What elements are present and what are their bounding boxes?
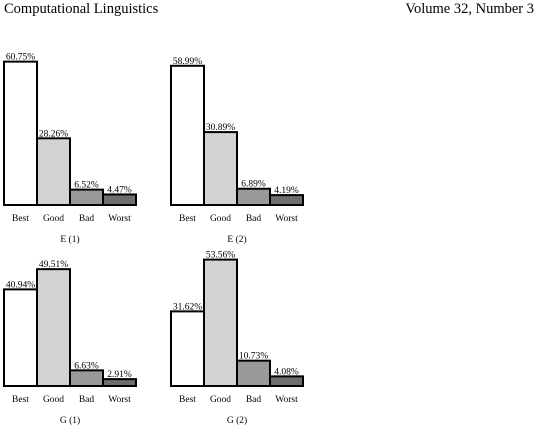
bar-best [170,64,205,206]
chart-title: E (2) [227,234,246,245]
data-label: 6.89% [241,180,266,190]
tick-label: Bad [79,395,95,405]
data-label: 40.94% [6,280,35,290]
data-label: 28.26% [39,129,68,139]
data-label: 6.52% [74,181,99,191]
bar-bad [69,188,104,206]
journal-title: Computational Linguistics [4,1,159,17]
data-label: 60.75% [6,53,35,63]
data-label: 49.51% [39,260,68,270]
bar-good [36,268,71,387]
bar-bad [236,359,271,387]
data-label: 4.08% [274,367,299,377]
tick-label: Worst [108,214,131,224]
data-label: 58.99% [173,57,202,67]
tick-label: Bad [79,214,95,224]
bar-bad [236,187,271,206]
data-label: 4.19% [274,186,299,196]
bar-best [3,288,38,387]
tick-label: Good [43,214,64,224]
tick-label: Best [179,214,196,224]
chart-title: G (2) [227,415,247,426]
chart-panel-3: 40.94% Best 49.51% Good 6.63% Bad 2.91% Worst G … [3,260,137,426]
data-label: 30.89% [206,123,235,133]
chart-panel-1: 60.75% Best 28.26% Good 6.52% Bad 4.47% Worst E … [3,53,137,245]
tick-label: Best [179,395,196,405]
bar-worst [102,378,137,387]
data-label: 2.91% [107,370,132,380]
tick-label: Good [210,214,231,224]
chart-panel-4: 31.62% Best 53.56% Good 10.73% Bad 4.08% Worst G… [170,251,304,426]
bar-best [170,310,205,387]
bar-worst [269,375,304,387]
page-header: Computational Linguistics Volume 32, Num… [0,0,536,20]
tick-label: Bad [246,395,262,405]
volume-number: Volume 32, Number 3 [405,1,534,17]
data-label: 4.47% [107,185,132,195]
bar-good [203,131,238,206]
tick-label: Worst [275,395,298,405]
tick-label: Worst [275,214,298,224]
bar-worst [269,194,304,207]
bar-best [3,60,38,206]
chart-title: E (1) [60,234,79,245]
data-label: 53.56% [206,251,235,261]
tick-label: Bad [246,214,262,224]
tick-label: Best [12,395,29,405]
tick-label: Worst [108,395,131,405]
bar-bad [69,369,104,388]
bar-good [36,137,71,206]
data-label: 31.62% [173,302,202,312]
tick-label: Good [43,395,64,405]
bar-worst [102,193,137,207]
chart-panel-2: 58.99% Best 30.89% Good 6.89% Bad 4.19% Worst E … [170,57,304,245]
tick-label: Best [12,214,29,224]
data-label: 6.63% [74,361,99,371]
tick-label: Good [210,395,231,405]
data-label: 10.73% [239,352,268,362]
bar-good [203,258,238,387]
chart-title: G (1) [60,415,80,426]
